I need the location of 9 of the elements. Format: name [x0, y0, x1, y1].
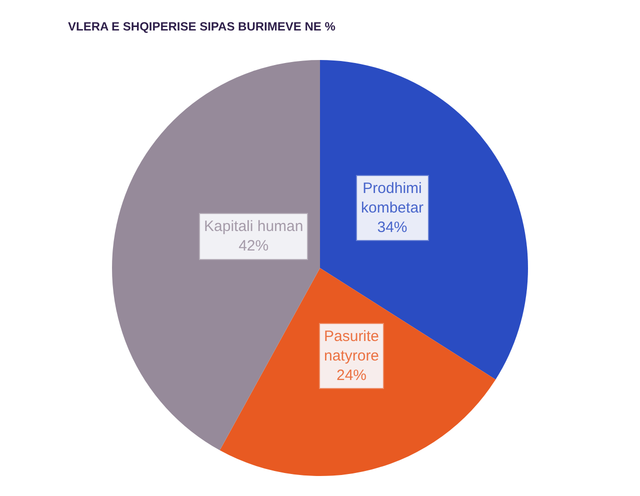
- slice-label: Kapitali human: [204, 218, 304, 235]
- data-label: 42%: [238, 238, 269, 254]
- slice-label: Pasurite natyrore: [324, 328, 380, 364]
- slice-label: Prodhimi kombetar: [361, 180, 424, 216]
- chart-title: VLERA E SHQIPERISE SIPAS BURIMEVE NE %: [68, 19, 336, 34]
- pie-slice: [112, 60, 320, 450]
- pie-slice: [320, 60, 528, 380]
- data-label: 24%: [336, 367, 367, 384]
- data-label: 34%: [377, 219, 408, 236]
